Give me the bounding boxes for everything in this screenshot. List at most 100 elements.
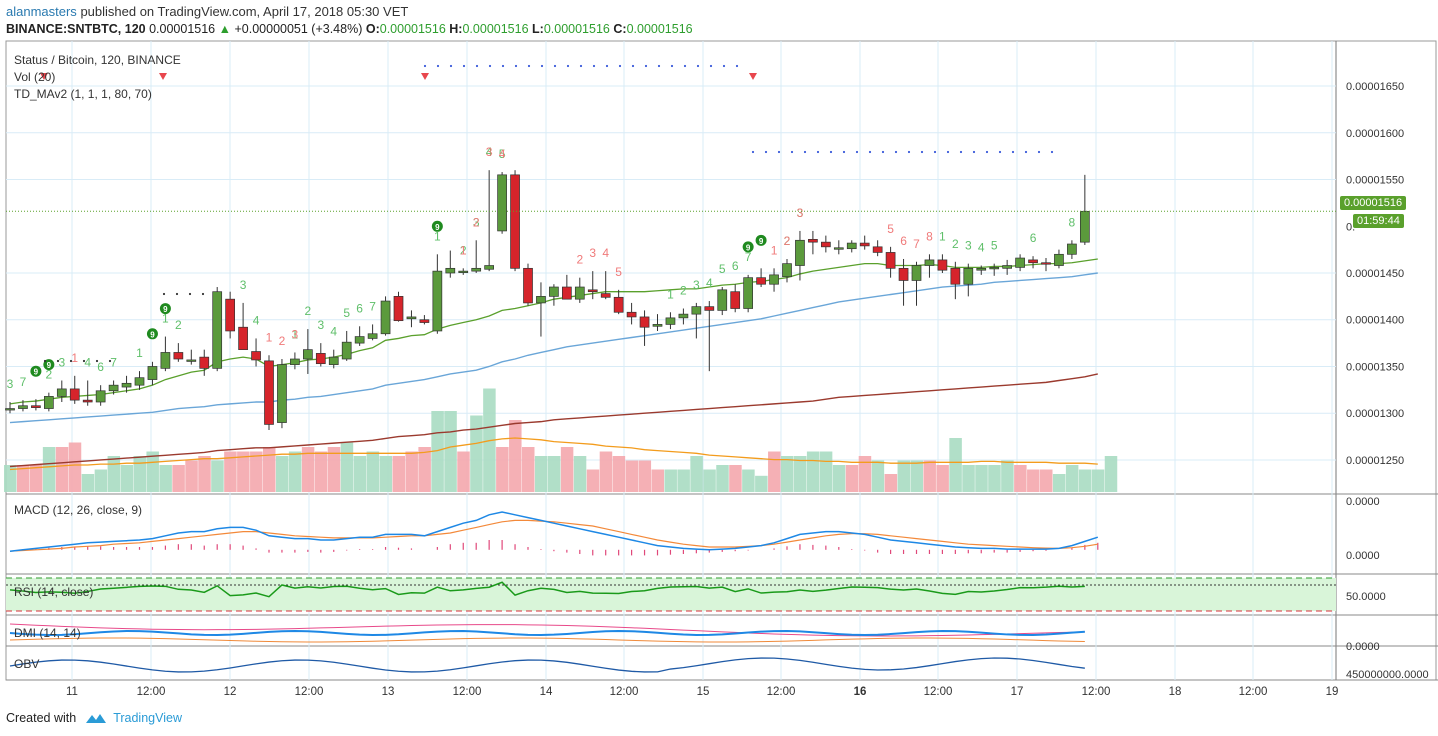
td-count-up: 2 [305,304,312,318]
td-nine-marker [146,328,158,340]
y-tick-label: 50.0000 [1346,591,1386,603]
volume-bar [522,447,535,492]
dot [972,150,976,154]
dot [985,150,989,154]
published-text: published on TradingView.com, April 17, … [80,4,409,19]
dot [881,150,885,154]
candle-body [1079,210,1090,243]
candle [367,324,378,341]
created-with-label: Created with [6,711,77,725]
td-count-up: 6 [97,360,104,374]
td-nine-marker [30,365,42,377]
candle-body [782,263,792,278]
tradingview-brand[interactable]: TradingView [84,711,182,725]
volume-bar [379,456,393,492]
td-count-up: 3 [317,318,324,332]
candle [186,349,197,365]
dot [1011,150,1015,154]
candle-body [1041,262,1051,265]
volume-bar [353,456,367,492]
y-tick-label: 0.0000 [1346,550,1380,562]
candle-body [536,296,546,304]
dot [501,64,505,68]
dot [790,150,794,154]
candle-body [160,352,171,369]
ma-green-line [9,258,1098,405]
dot [436,64,440,68]
dot [868,150,872,154]
dot [605,64,609,68]
candle-body [665,317,676,325]
brand-label: TradingView [113,711,182,725]
y-tick-label: 0.0000 [1346,496,1380,508]
candle-body [1002,265,1013,269]
candle-body [328,356,339,365]
x-tick-label: 12:00 [767,686,796,698]
rsi-line [9,581,1085,598]
candle [121,375,132,393]
x-tick-label: 12 [224,686,237,698]
td-count-up: 6 [732,259,739,273]
candle [354,326,365,346]
volume-bar [793,456,807,492]
volume-bar [573,456,587,492]
candle [82,380,93,406]
candle [911,261,922,306]
candle-body [380,300,391,335]
volume-bar [832,465,846,492]
td-count-up: 3 [7,377,14,391]
volume-bar [806,451,820,492]
td-nine-label: 9 [435,223,440,232]
author-link[interactable]: alanmasters [6,4,77,19]
candle-body [354,336,365,344]
candle [173,343,184,362]
candle-body [924,259,935,266]
dot [670,64,674,68]
candle [976,265,987,275]
td-nine-label: 9 [759,237,764,246]
candle [717,287,728,316]
volume-bar [677,469,690,492]
candle-body [108,384,119,392]
candle-body [393,296,404,322]
ma-brown-line [9,373,1098,468]
candle-body [549,286,559,297]
volume-bar [159,465,172,492]
volume-bar [327,447,341,492]
td-count-up: 5 [499,147,506,161]
vol-label: Vol (20) [14,70,56,84]
dmi-plus-line [9,623,1085,637]
volume-bar [729,465,742,492]
volume-bar [288,451,302,492]
candle-body [458,270,469,273]
candle-body [795,239,805,266]
dot [1037,150,1041,154]
dot [816,150,820,154]
volume-bar [275,456,289,492]
td-count-up: 4 [253,313,260,327]
td-nine-label: 9 [34,368,39,377]
main-title: Status / Bitcoin, 120, BINANCE [14,53,181,67]
td-count-down: 6 [900,234,907,248]
candles [5,170,1090,431]
volume-bar [4,465,17,492]
candle [536,282,546,337]
volume-bar [612,456,626,492]
candle-body [626,311,637,318]
candle [587,271,598,300]
td-nine-marker [431,220,443,232]
candle [600,271,611,300]
td-count-up: 3 [797,206,804,220]
td-nine-marker [43,359,55,371]
x-tick-label: 12:00 [1239,686,1268,698]
td-count-up: 1 [667,287,674,301]
candle-body [419,319,430,323]
obv-label: OBV [14,657,40,671]
td-count-up: 1 [292,327,299,341]
volume-ma-line [9,437,1098,471]
candle-body [290,358,300,365]
dot [842,150,846,154]
y-tick-label: 0. [1346,221,1355,233]
volume-bar [586,469,600,492]
